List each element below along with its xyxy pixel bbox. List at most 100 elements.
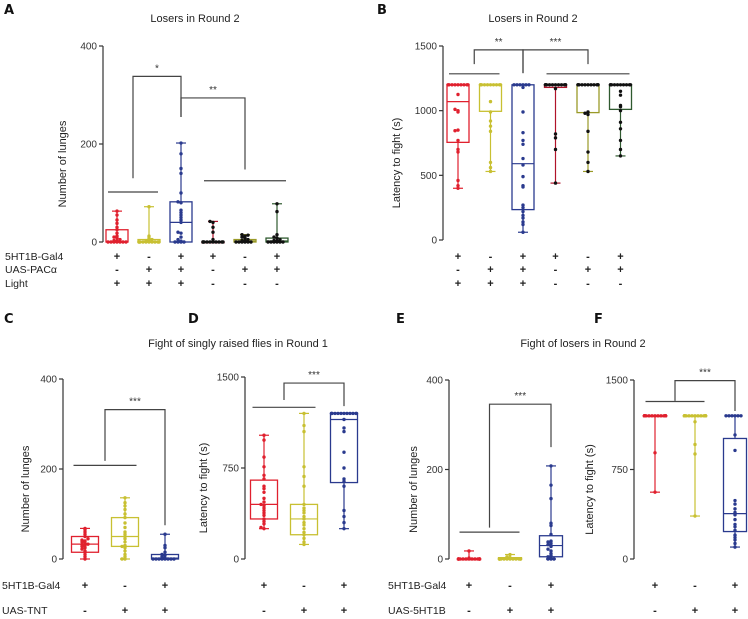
condition-sign-b: + (617, 264, 623, 276)
y-tick-label-c: 0 (51, 555, 57, 566)
data-point (179, 208, 183, 212)
data-point (179, 152, 183, 156)
condition-sign-b: - (489, 251, 493, 263)
data-point (342, 417, 346, 422)
data-point (733, 507, 737, 511)
data-point (650, 414, 654, 418)
data-point (549, 551, 553, 556)
data-point (351, 411, 355, 416)
data-point (179, 166, 183, 171)
data-point (163, 543, 167, 548)
condition-sign-a: + (146, 264, 152, 276)
data-point (333, 411, 337, 416)
data-point (302, 526, 306, 531)
condition-label-c: 5HT1B-Gal4 (2, 580, 61, 592)
condition-sign-f: + (732, 580, 738, 592)
data-point (147, 234, 151, 238)
significance-bracket-f (674, 379, 736, 412)
data-point (546, 540, 550, 544)
data-point (733, 513, 737, 517)
box-group-a-3 (169, 141, 193, 244)
data-point (123, 521, 127, 525)
data-point (124, 240, 128, 244)
data-point (342, 426, 346, 430)
data-point (205, 240, 209, 244)
significance-label-b: *** (550, 37, 562, 48)
data-point (179, 220, 183, 225)
condition-sign-d: - (262, 605, 266, 617)
data-point (123, 530, 127, 534)
panel-letter-f: F (594, 312, 603, 327)
significance-bracket-d (283, 382, 345, 407)
data-point (521, 174, 525, 179)
condition-sign-a: - (147, 251, 151, 263)
condition-sign-e: - (508, 580, 512, 592)
y-tick-label-e: 0 (437, 555, 443, 566)
data-point (453, 129, 457, 133)
condition-sign-a: - (211, 264, 215, 276)
data-point (342, 429, 346, 434)
data-point (262, 506, 266, 510)
data-point (462, 83, 466, 87)
data-point (497, 557, 502, 561)
condition-sign-b: + (455, 278, 461, 290)
data-point (121, 240, 125, 244)
data-point (628, 83, 633, 87)
data-point (208, 219, 212, 224)
data-point (618, 154, 623, 158)
data-point (240, 238, 244, 243)
condition-label-e: UAS-5HT1B (388, 605, 446, 617)
data-point (342, 450, 346, 454)
data-point (354, 411, 359, 416)
data-point (262, 465, 266, 469)
plot-panel-d: 0 750 1500 Latency to fight (s) *** + - + - + + (198, 370, 359, 617)
data-point (549, 556, 553, 560)
data-point (553, 86, 558, 91)
box-group-a-5 (233, 232, 257, 244)
data-point (467, 549, 471, 553)
data-point (266, 240, 270, 244)
data-point (150, 240, 154, 244)
data-point (123, 515, 127, 520)
data-point (524, 83, 528, 87)
data-point (217, 240, 221, 244)
data-point (262, 513, 266, 518)
data-point (147, 205, 151, 209)
data-point (733, 545, 737, 549)
data-point (733, 533, 737, 537)
data-point (302, 540, 306, 544)
box-group-e-2 (497, 552, 523, 561)
condition-sign-e: + (466, 580, 472, 592)
data-point (302, 536, 306, 541)
data-point (246, 237, 250, 242)
data-point (586, 169, 590, 174)
significance-label-c: *** (129, 397, 141, 408)
data-point (733, 528, 737, 533)
data-point (739, 414, 743, 418)
data-point (214, 240, 218, 244)
box-group-b-2 (478, 83, 503, 174)
y-tick-label-b: 1500 (415, 42, 438, 53)
data-point (456, 178, 460, 183)
data-point (488, 165, 493, 170)
data-point (521, 203, 525, 207)
data-point (302, 465, 306, 469)
condition-sign-b: + (520, 278, 526, 290)
box-iqr (511, 84, 535, 211)
condition-sign-b: - (554, 264, 558, 276)
data-point (512, 83, 516, 87)
data-point (115, 231, 119, 235)
significance-label-a: * (155, 63, 159, 74)
condition-sign-a: + (146, 278, 152, 290)
data-point (115, 239, 119, 243)
data-point (733, 535, 737, 540)
data-point (342, 514, 346, 519)
condition-sign-b: - (554, 278, 558, 290)
box-iqr (478, 84, 503, 112)
data-point (546, 555, 550, 559)
box-iqr (329, 412, 359, 484)
data-point (262, 477, 266, 481)
condition-sign-a: + (210, 251, 216, 263)
box-group-c-2 (110, 496, 140, 561)
